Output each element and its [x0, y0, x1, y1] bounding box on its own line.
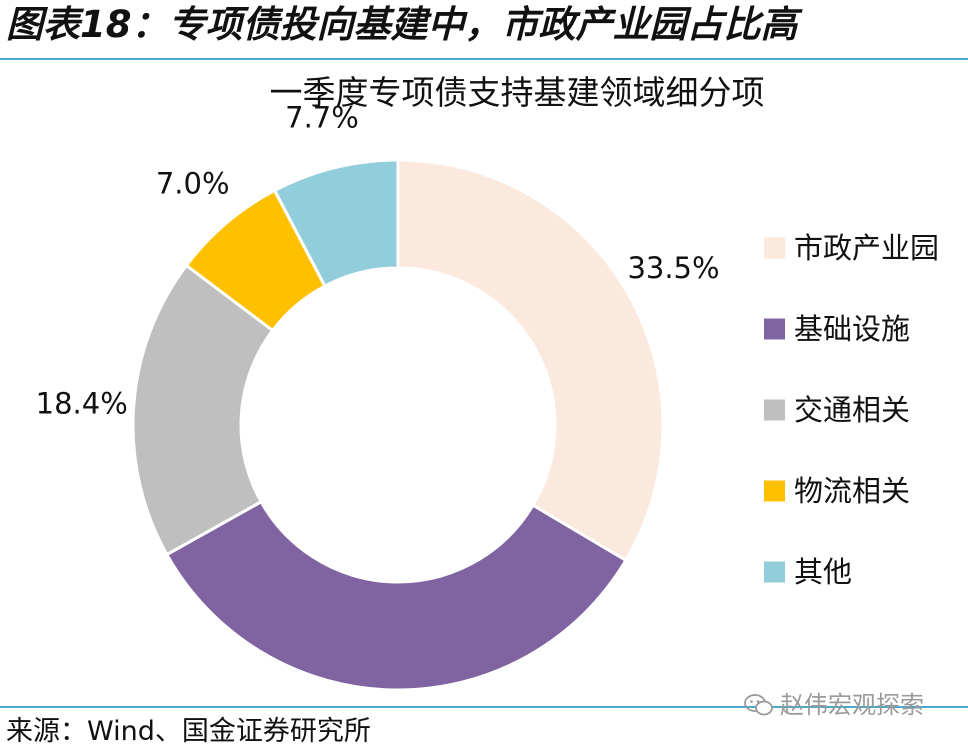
figure-title: 图表18：专项债投向基建中，市政产业园占比高 [6, 3, 798, 46]
watermark: 赵伟宏观探索 [744, 690, 924, 720]
donut-slice-1 [164, 499, 628, 692]
donut-chart: 一季度专项债支持基建领域细分项 33.5%33.3%18.4%7.0%7.7% … [36, 73, 939, 692]
donut-slice-4 [272, 158, 400, 289]
slice-label-3: 7.0% [156, 166, 230, 200]
legend-label-1: 基础设施 [794, 312, 910, 346]
slice-label-2: 18.4% [36, 387, 128, 421]
slice-label-4: 7.7% [285, 100, 359, 134]
legend-label-4: 其他 [794, 555, 852, 589]
legend-swatch-2 [764, 399, 785, 421]
source-note: 来源：Wind、国金证券研究所 [6, 716, 371, 747]
legend-swatch-3 [764, 480, 785, 502]
legend-swatch-0 [764, 237, 785, 259]
legend-swatch-4 [764, 561, 785, 583]
title-divider [0, 58, 968, 60]
chart-title: 一季度专项债支持基建领域细分项 [270, 73, 765, 112]
footer-divider [0, 706, 968, 708]
donut-slice-0 [396, 158, 665, 563]
wechat-icon [744, 694, 773, 716]
donut-slice-2 [131, 263, 275, 557]
donut-slices [131, 158, 665, 692]
slice-label-0: 33.5% [627, 251, 719, 285]
legend-swatch-1 [764, 318, 785, 340]
legend-label-3: 物流相关 [794, 474, 910, 508]
legend-label-2: 交通相关 [794, 393, 910, 427]
slice-labels: 33.5%33.3%18.4%7.0%7.7% [36, 100, 720, 421]
watermark-text: 赵伟宏观探索 [780, 691, 924, 719]
legend-label-0: 市政产业园 [794, 231, 939, 265]
